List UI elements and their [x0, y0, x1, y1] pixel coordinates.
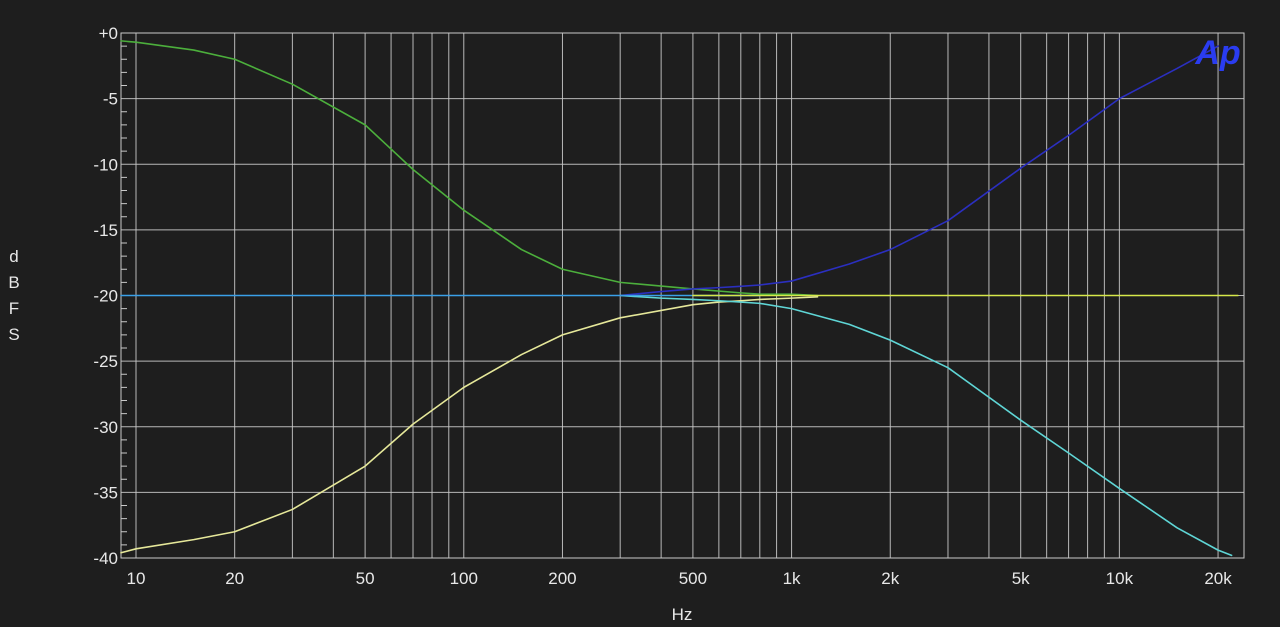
x-tick-labels: 10 20 50 100 200 500 1k 2k 5k 10k 20k	[127, 569, 1233, 588]
series-line-2	[120, 296, 819, 554]
x-tick-label: 10	[127, 569, 146, 588]
y-axis-title-letter: F	[9, 299, 19, 318]
series-line-3	[619, 45, 1219, 297]
y-axis-title-letter: B	[8, 273, 19, 292]
x-tick-label: 100	[450, 569, 478, 588]
y-tick-label: -40	[93, 549, 118, 568]
minor-ticks	[121, 45, 127, 546]
y-tick-label: -10	[93, 155, 118, 174]
y-tick-label: +0	[99, 24, 118, 43]
y-tick-label: -20	[93, 287, 118, 306]
x-axis-title: Hz	[672, 605, 693, 624]
series-line-4	[619, 294, 1233, 557]
ap-logo: Ap	[1194, 34, 1240, 72]
x-tick-label: 10k	[1106, 569, 1134, 588]
x-tick-label: 500	[679, 569, 707, 588]
x-tick-label: 50	[356, 569, 375, 588]
x-tick-label: 20	[225, 569, 244, 588]
y-tick-label: -5	[103, 90, 118, 109]
y-tick-label: -35	[93, 483, 118, 502]
x-tick-label: 20k	[1204, 569, 1232, 588]
series-line-1	[120, 40, 819, 297]
y-axis-title-letter: d	[9, 247, 18, 266]
x-tick-label: 200	[548, 569, 576, 588]
y-tick-label: -25	[93, 352, 118, 371]
y-tick-labels: +0 -5 -10 -15 -20 -25 -30 -35 -40	[93, 24, 118, 568]
y-tick-label: -15	[93, 221, 118, 240]
x-tick-label: 5k	[1012, 569, 1030, 588]
x-tick-label: 2k	[881, 569, 899, 588]
x-tick-label: 1k	[783, 569, 801, 588]
y-axis-title-letter: S	[8, 325, 19, 344]
series-group	[120, 40, 1239, 557]
y-tick-label: -30	[93, 418, 118, 437]
